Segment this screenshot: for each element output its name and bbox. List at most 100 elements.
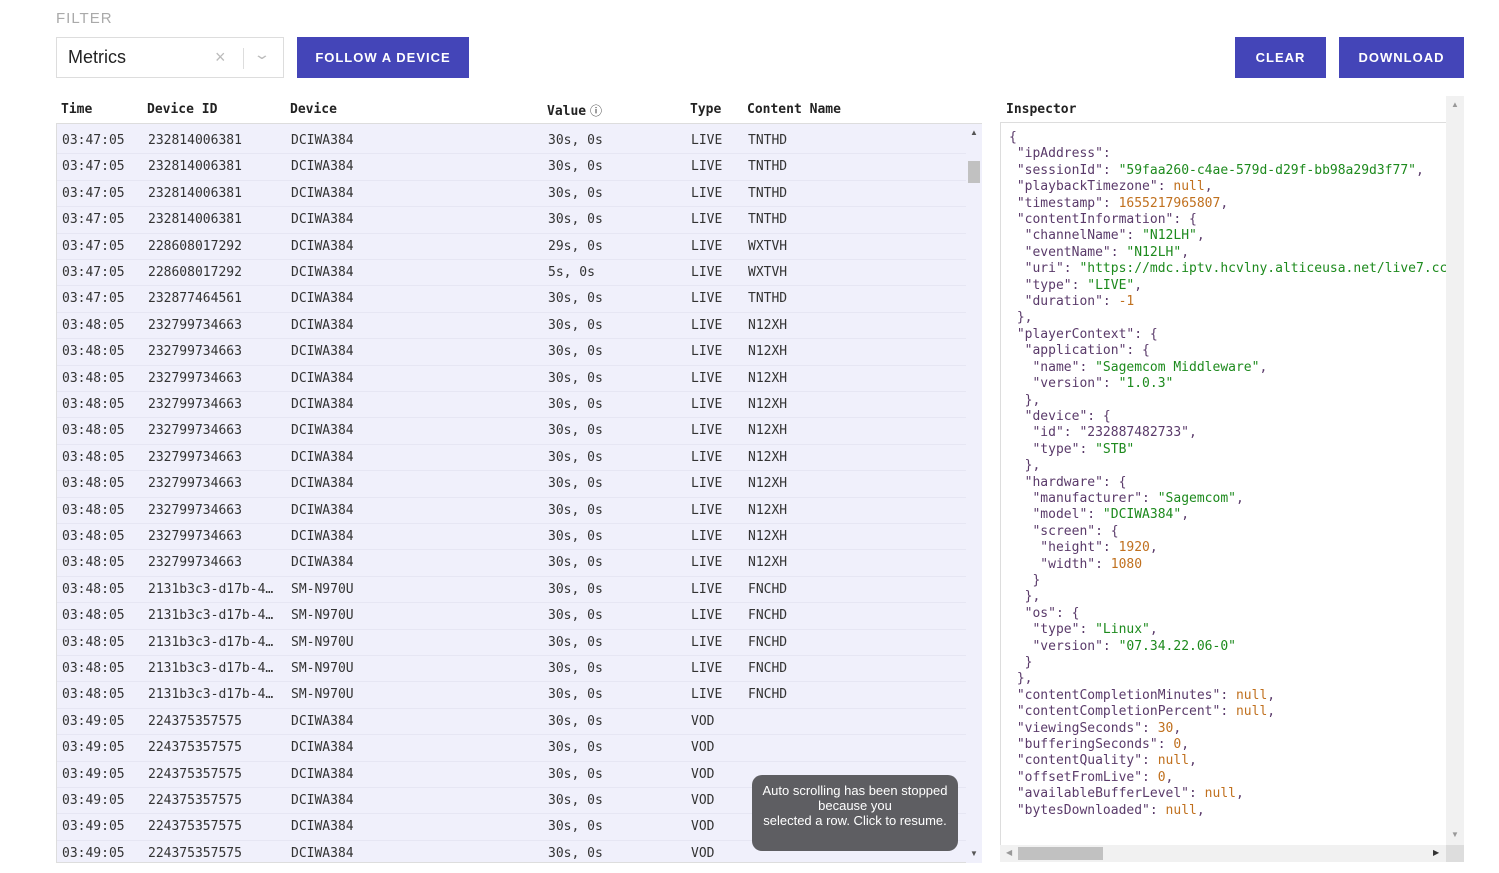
cell-device: DCIWA384 xyxy=(291,185,354,201)
json-line: } xyxy=(1009,572,1041,588)
cell-device: DCIWA384 xyxy=(291,449,354,465)
json-line: }, xyxy=(1009,671,1033,687)
table-row[interactable]: 03:47:05 232814006381 DCIWA384 30s, 0s LIVE T… xyxy=(57,128,967,155)
table-row[interactable]: 03:47:05 232877464561 DCIWA384 30s, 0s LIVE T… xyxy=(57,286,967,313)
scroll-up-icon[interactable]: ▲ xyxy=(970,128,978,137)
table-row[interactable]: 03:47:05 232814006381 DCIWA384 30s, 0s LIVE T… xyxy=(57,181,967,208)
cell-device: DCIWA384 xyxy=(291,291,354,307)
table-header: Time Device ID Device Value ⓘ Type Conte… xyxy=(56,100,982,124)
cell-device-id: 232799734663 xyxy=(148,502,242,518)
table-row[interactable]: 03:49:05 224375357575 DCIWA384 30s, 0s VOD xyxy=(57,814,967,841)
json-line: "screen": { xyxy=(1009,523,1119,539)
column-content-name[interactable]: Content Name xyxy=(747,102,841,117)
inspector-json: { "ipAddress": "sessionId": "59faa260-c4… xyxy=(1000,123,1446,845)
table-row[interactable]: 03:48:05 2131b3c3-d17b-4… SM-N970U 30s, 0s L… xyxy=(57,603,967,630)
cell-time: 03:48:05 xyxy=(62,581,125,597)
cell-content-name: N12XH xyxy=(748,317,788,333)
table-scrollbar[interactable]: ▲ ▼ xyxy=(966,124,982,863)
column-time[interactable]: Time xyxy=(61,102,93,117)
table-row[interactable]: 03:47:05 232814006381 DCIWA384 30s, 0s LIVE T… xyxy=(57,154,967,181)
cell-type: LIVE xyxy=(691,661,723,676)
cell-value: 30s, 0s xyxy=(548,502,603,518)
filter-select[interactable]: Metrics × ⌄ xyxy=(56,37,284,78)
cell-time: 03:48:05 xyxy=(62,317,125,333)
table-row[interactable]: 03:47:05 232814006381 DCIWA384 30s, 0s LIVE T… xyxy=(57,207,967,234)
scroll-thumb[interactable] xyxy=(1018,847,1103,860)
cell-device-id: 2131b3c3-d17b-4… xyxy=(148,687,274,703)
cell-value: 30s, 0s xyxy=(548,370,603,386)
cell-type: VOD xyxy=(691,766,715,782)
cell-value: 30s, 0s xyxy=(548,212,603,228)
cell-value: 30s, 0s xyxy=(548,793,603,808)
cell-type: VOD xyxy=(691,793,715,808)
table-row[interactable]: 03:48:05 232799734663 DCIWA384 30s, 0s LIVE N… xyxy=(57,445,967,472)
table-row[interactable]: 03:47:05 228608017292 DCIWA384 29s, 0s LIVE W… xyxy=(57,234,967,260)
cell-content-name: N12XH xyxy=(748,555,788,571)
table-row[interactable]: 03:48:05 232799734663 DCIWA384 30s, 0s LIVE N… xyxy=(57,313,967,340)
scroll-left-icon[interactable]: ◀ xyxy=(1006,848,1013,857)
cell-device: DCIWA384 xyxy=(291,370,354,386)
cell-content-name: TNTHD xyxy=(748,291,788,307)
table-row[interactable]: 03:47:05 228608017292 DCIWA384 5s, 0s LIVE WX… xyxy=(57,260,967,287)
json-line: "type": "STB" xyxy=(1009,441,1135,457)
cell-device: DCIWA384 xyxy=(291,397,354,412)
table-row[interactable]: 03:48:05 232799734663 DCIWA384 30s, 0s LIVE N… xyxy=(57,524,967,551)
table-body: 03:47:05 232814006381 DCIWA384 30s, 0s LIVE T… xyxy=(56,124,982,863)
column-value[interactable]: Value ⓘ xyxy=(547,102,602,119)
table-row[interactable]: 03:48:05 2131b3c3-d17b-4… SM-N970U 30s, 0s L… xyxy=(57,577,967,604)
json-line: "bytesDownloaded": null, xyxy=(1009,802,1205,818)
chevron-down-icon[interactable]: ⌄ xyxy=(253,46,271,62)
cell-device: SM-N970U xyxy=(291,661,354,676)
cell-value: 30s, 0s xyxy=(548,819,603,835)
json-line: "contentInformation": { xyxy=(1009,212,1197,228)
json-line: { xyxy=(1009,130,1017,145)
scroll-thumb[interactable] xyxy=(968,161,980,183)
info-icon[interactable]: ⓘ xyxy=(586,104,602,118)
cell-time: 03:48:05 xyxy=(62,476,125,492)
table-row[interactable]: 03:48:05 232799734663 DCIWA384 30s, 0s LIVE N… xyxy=(57,392,967,419)
table-row[interactable]: 03:48:05 232799734663 DCIWA384 30s, 0s LIVE N… xyxy=(57,550,967,577)
table-row[interactable]: 03:48:05 232799734663 DCIWA384 30s, 0s LIVE N… xyxy=(57,339,967,366)
cell-content-name: N12XH xyxy=(748,397,788,412)
table-row[interactable]: 03:48:05 232799734663 DCIWA384 30s, 0s LIVE N… xyxy=(57,471,967,498)
table-row[interactable]: 03:49:05 224375357575 DCIWA384 30s, 0s VOD xyxy=(57,841,967,862)
scroll-down-icon[interactable]: ▼ xyxy=(970,849,978,858)
cell-device: DCIWA384 xyxy=(291,502,354,518)
clear-icon[interactable]: × xyxy=(215,47,226,67)
auto-scroll-toast[interactable]: Auto scrolling has been stopped because … xyxy=(752,775,958,851)
table-row[interactable]: 03:48:05 232799734663 DCIWA384 30s, 0s LIVE N… xyxy=(57,418,967,445)
cell-type: LIVE xyxy=(691,159,723,175)
column-device[interactable]: Device xyxy=(290,102,337,117)
cell-value: 30s, 0s xyxy=(548,159,603,175)
scroll-right-icon[interactable]: ▶ xyxy=(1433,848,1440,857)
download-button[interactable]: DOWNLOAD xyxy=(1339,37,1464,78)
cell-content-name: WXTVH xyxy=(748,265,788,280)
json-line: "hardware": { xyxy=(1009,474,1127,490)
cell-value: 30s, 0s xyxy=(548,713,603,729)
follow-device-button[interactable]: FOLLOW A DEVICE xyxy=(297,37,469,78)
table-row[interactable]: 03:49:05 224375357575 DCIWA384 30s, 0s VOD xyxy=(57,735,967,762)
column-type[interactable]: Type xyxy=(690,102,722,117)
cell-device-id: 232799734663 xyxy=(148,476,242,492)
clear-button[interactable]: CLEAR xyxy=(1235,37,1326,78)
cell-content-name: WXTVH xyxy=(748,238,788,254)
scroll-up-icon[interactable]: ▲ xyxy=(1451,100,1459,109)
table-row[interactable]: 03:48:05 232799734663 DCIWA384 30s, 0s LIVE N… xyxy=(57,366,967,392)
table-row[interactable]: 03:48:05 2131b3c3-d17b-4… SM-N970U 30s, 0s L… xyxy=(57,682,967,709)
column-device-id[interactable]: Device ID xyxy=(147,102,218,117)
inspector-vertical-scrollbar[interactable]: ▲ ▼ xyxy=(1446,96,1464,845)
cell-content-name: TNTHD xyxy=(748,159,788,175)
cell-device-id: 232799734663 xyxy=(148,370,242,386)
cell-device: DCIWA384 xyxy=(291,845,354,861)
cell-time: 03:48:05 xyxy=(62,449,125,465)
table-row[interactable]: 03:48:05 2131b3c3-d17b-4… SM-N970U 30s, 0s L… xyxy=(57,630,967,656)
table-row[interactable]: 03:49:05 224375357575 DCIWA384 30s, 0s VOD xyxy=(57,709,967,736)
cell-value: 30s, 0s xyxy=(548,845,603,861)
table-row[interactable]: 03:48:05 232799734663 DCIWA384 30s, 0s LIVE N… xyxy=(57,498,967,524)
table-row[interactable]: 03:48:05 2131b3c3-d17b-4… SM-N970U 30s, 0s L… xyxy=(57,656,967,683)
inspector-horizontal-scrollbar[interactable]: ◀ ▶ xyxy=(1000,845,1446,862)
cell-time: 03:49:05 xyxy=(62,845,125,861)
table-row[interactable]: 03:49:05 224375357575 DCIWA384 30s, 0s VOD xyxy=(57,762,967,788)
table-row[interactable]: 03:49:05 224375357575 DCIWA384 30s, 0s VOD xyxy=(57,788,967,815)
scroll-down-icon[interactable]: ▼ xyxy=(1451,830,1459,839)
